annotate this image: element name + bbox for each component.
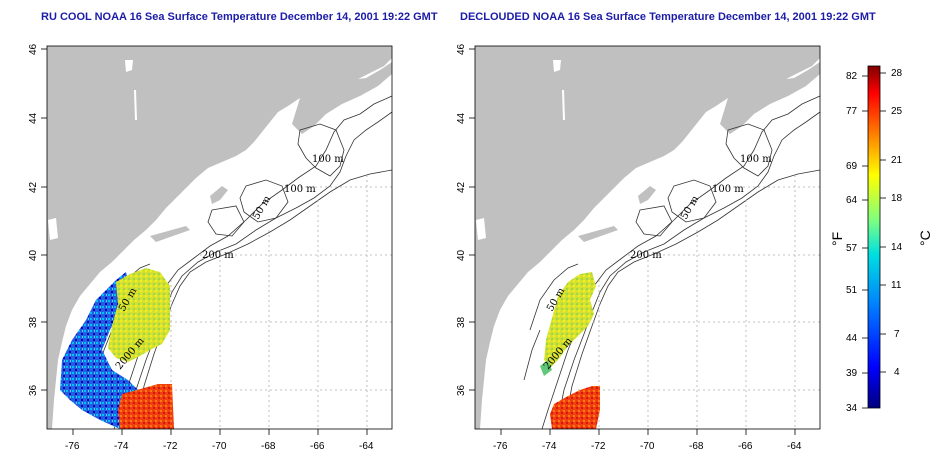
left-x-tick: -72 <box>163 441 178 452</box>
colorbar-f-tick: 82 <box>846 71 858 82</box>
right-lake-2 <box>476 218 486 240</box>
left-y-axis: 36 38 40 42 44 46 <box>28 43 47 396</box>
colorbar-f-tick: 64 <box>846 195 858 206</box>
right-y-tick: 44 <box>456 112 467 124</box>
right-cape-cod <box>638 186 656 204</box>
left-y-tick: 40 <box>28 249 39 261</box>
right-contour-label-100b: 100 m <box>712 184 744 195</box>
left-cape-cod <box>210 186 228 204</box>
right-contour-label-200: 200 m <box>630 250 662 261</box>
right-y-tick: 38 <box>456 316 467 328</box>
right-sst-green-edge <box>540 360 552 376</box>
left-x-axis: -76 -74 -72 -70 -68 -66 -64 <box>65 429 374 452</box>
left-x-tick: -70 <box>212 441 227 452</box>
colorbar-unit-c: °C <box>917 230 933 246</box>
left-contour-label-100b: 100 m <box>284 184 316 195</box>
left-sst-warm <box>118 384 174 429</box>
colorbar-f-tick: 69 <box>846 161 858 172</box>
left-lake-champlain <box>134 90 137 120</box>
left-graticule <box>150 175 392 429</box>
right-x-tick: -76 <box>493 441 508 452</box>
colorbar-unit-f: °F <box>829 232 845 246</box>
left-lake <box>125 60 133 72</box>
left-y-tick: 36 <box>28 384 39 396</box>
right-y-axis: 36 38 40 42 44 46 <box>456 43 475 396</box>
colorbar-c-tick: 25 <box>891 106 903 117</box>
left-x-tick: -66 <box>310 441 325 452</box>
right-long-island <box>578 226 618 242</box>
right-x-axis: -76 -74 -72 -70 -68 -66 -64 <box>493 429 802 452</box>
colorbar-f-tick: 44 <box>846 333 858 344</box>
right-chesapeake <box>510 300 522 360</box>
colorbar-c-tick: 14 <box>891 242 903 253</box>
left-nova-scotia <box>292 62 392 134</box>
colorbar-c-tick: 28 <box>891 68 903 79</box>
colorbar-c-tick: 7 <box>894 329 900 340</box>
right-y-tick: 36 <box>456 384 467 396</box>
right-land <box>475 46 820 429</box>
colorbar-c-tick: 21 <box>891 155 903 166</box>
right-sst-warm <box>550 386 600 429</box>
colorbar-f-tick: 57 <box>846 243 858 254</box>
right-frame <box>474 45 821 430</box>
right-lake <box>553 60 561 72</box>
left-lake-2 <box>48 218 58 240</box>
colorbar-c-tick: 18 <box>891 193 903 204</box>
left-y-tick: 46 <box>28 43 39 55</box>
colorbar-c-tick: 11 <box>891 280 902 291</box>
colorbar-f-tick: 51 <box>846 285 858 296</box>
colorbar-f-tick: 34 <box>846 403 858 414</box>
right-graticule <box>578 175 820 429</box>
left-x-tick: -76 <box>65 441 80 452</box>
left-frame <box>46 45 393 430</box>
right-lake-champlain <box>562 90 565 120</box>
right-x-tick: -72 <box>591 441 606 452</box>
right-y-tick: 42 <box>456 181 467 193</box>
left-long-island <box>150 226 190 242</box>
colorbar-c-tick: 4 <box>894 367 900 378</box>
left-sst-mid <box>108 268 170 362</box>
left-y-tick: 38 <box>28 316 39 328</box>
colorbar-f-tick: 39 <box>846 368 858 379</box>
right-nova-scotia <box>720 62 820 134</box>
right-contour-label-100a: 100 m <box>740 154 772 165</box>
right-y-tick: 40 <box>456 249 467 261</box>
left-x-tick: -64 <box>359 441 374 452</box>
colorbar-f-tick: 77 <box>846 106 858 117</box>
left-land <box>47 46 392 429</box>
right-x-tick: -64 <box>787 441 802 452</box>
left-contour-label-100a: 100 m <box>312 154 344 165</box>
colorbar-gradient <box>867 65 881 409</box>
left-sst-cold-band <box>60 272 160 429</box>
left-map-panel: 100 m 100 m 50 m 200 m 50 m 2000 m <box>46 45 393 430</box>
right-x-tick: -74 <box>542 441 557 452</box>
colorbar: 82 77 69 64 57 51 44 39 34 28 25 21 18 1… <box>829 65 933 414</box>
left-x-tick: -68 <box>261 441 276 452</box>
right-map-panel: 100 m 100 m 50 m 200 m 50 m 2000 m -76 -… <box>456 43 821 452</box>
right-y-tick: 46 <box>456 43 467 55</box>
right-x-tick: -66 <box>738 441 753 452</box>
left-y-tick: 42 <box>28 181 39 193</box>
left-x-tick: -74 <box>114 441 129 452</box>
right-x-tick: -68 <box>689 441 704 452</box>
left-panel-title: RU COOL NOAA 16 Sea Surface Temperature … <box>41 11 438 23</box>
left-y-tick: 44 <box>28 112 39 124</box>
right-sst-mid <box>544 272 596 368</box>
right-panel-title: DECLOUDED NOAA 16 Sea Surface Temperatur… <box>460 11 876 23</box>
left-contour-label-200: 200 m <box>202 250 234 261</box>
right-x-tick: -70 <box>640 441 655 452</box>
